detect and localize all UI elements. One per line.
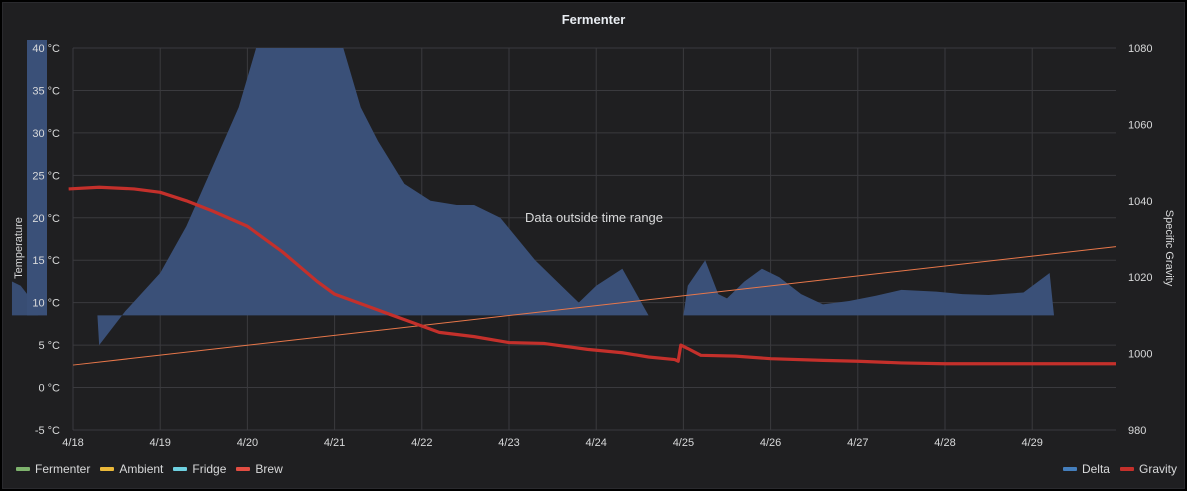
legend-swatch (100, 467, 115, 471)
y-right-tick-label: 1040 (1128, 196, 1152, 208)
y-right-tick-label: 1000 (1128, 349, 1152, 361)
y-right-tick-label: 1080 (1128, 43, 1152, 55)
legend-item[interactable]: Ambient (100, 462, 163, 476)
y-left-tick-label: 5 °C (38, 340, 60, 352)
legend-swatch (236, 467, 251, 471)
legend-swatch (173, 467, 188, 471)
legend-right: Delta Gravity (1062, 462, 1177, 476)
legend-label: Delta (1081, 462, 1110, 476)
legend-item[interactable]: Fermenter (16, 462, 90, 476)
legend-label: Fermenter (35, 462, 91, 476)
delta-area-segment (683, 260, 1054, 316)
legend-left: Fermenter Ambient Fridge Brew (16, 462, 283, 476)
x-tick-label: 4/19 (149, 437, 170, 449)
legend-item[interactable]: Brew (236, 462, 283, 476)
legend-swatch (1062, 467, 1077, 471)
x-tick-label: 4/18 (62, 437, 83, 449)
y-left-tick-label: 35 °C (32, 85, 60, 97)
y-right-tick-label: 1020 (1128, 272, 1152, 284)
x-tick-label: 4/20 (237, 437, 258, 449)
legend-label: Gravity (1138, 462, 1177, 476)
x-tick-label: 4/29 (1021, 437, 1042, 449)
y-left-axis-title: Temperature (13, 217, 25, 279)
x-tick-label: 4/21 (324, 437, 345, 449)
y-left-tick-label: 0 °C (38, 383, 60, 395)
x-tick-label: 4/23 (498, 437, 519, 449)
x-tick-label: 4/24 (585, 437, 606, 449)
out-of-range-notice: Data outside time range (525, 210, 663, 225)
y-left-tick-label: 25 °C (32, 170, 60, 182)
y-left-tick-label: -5 °C (35, 425, 60, 437)
legend-item[interactable]: Fridge (173, 462, 226, 476)
y-left-tick-label: 15 °C (32, 255, 60, 267)
y-left-tick-label: 10 °C (32, 298, 60, 310)
x-tick-label: 4/26 (760, 437, 781, 449)
x-tick-label: 4/28 (934, 437, 955, 449)
delta-area-segment (27, 40, 47, 316)
y-left-tick-label: 40 °C (32, 43, 60, 55)
brew-line (68, 185, 1116, 366)
x-tick-label: 4/25 (673, 437, 694, 449)
x-tick-label: 4/27 (847, 437, 868, 449)
y-left-tick-label: 30 °C (32, 128, 60, 140)
panel-title: Fermenter (561, 12, 626, 27)
legend-label: Brew (255, 462, 283, 476)
y-right-axis-title: Specific Gravity (1163, 210, 1175, 287)
y-right-tick-label: 1060 (1128, 119, 1152, 131)
legend-label: Ambient (119, 462, 164, 476)
delta-area-segment (97, 48, 649, 346)
legend-label: Fridge (192, 462, 227, 476)
y-right-tick-label: 980 (1128, 425, 1146, 437)
y-left-tick-label: 20 °C (32, 213, 60, 225)
legend-swatch (1119, 467, 1134, 471)
legend-swatch (16, 467, 30, 471)
legend-item[interactable]: Delta (1062, 462, 1110, 476)
legend-item[interactable]: Gravity (1119, 462, 1177, 476)
gravity-line (72, 246, 1117, 366)
x-tick-label: 4/22 (411, 437, 432, 449)
